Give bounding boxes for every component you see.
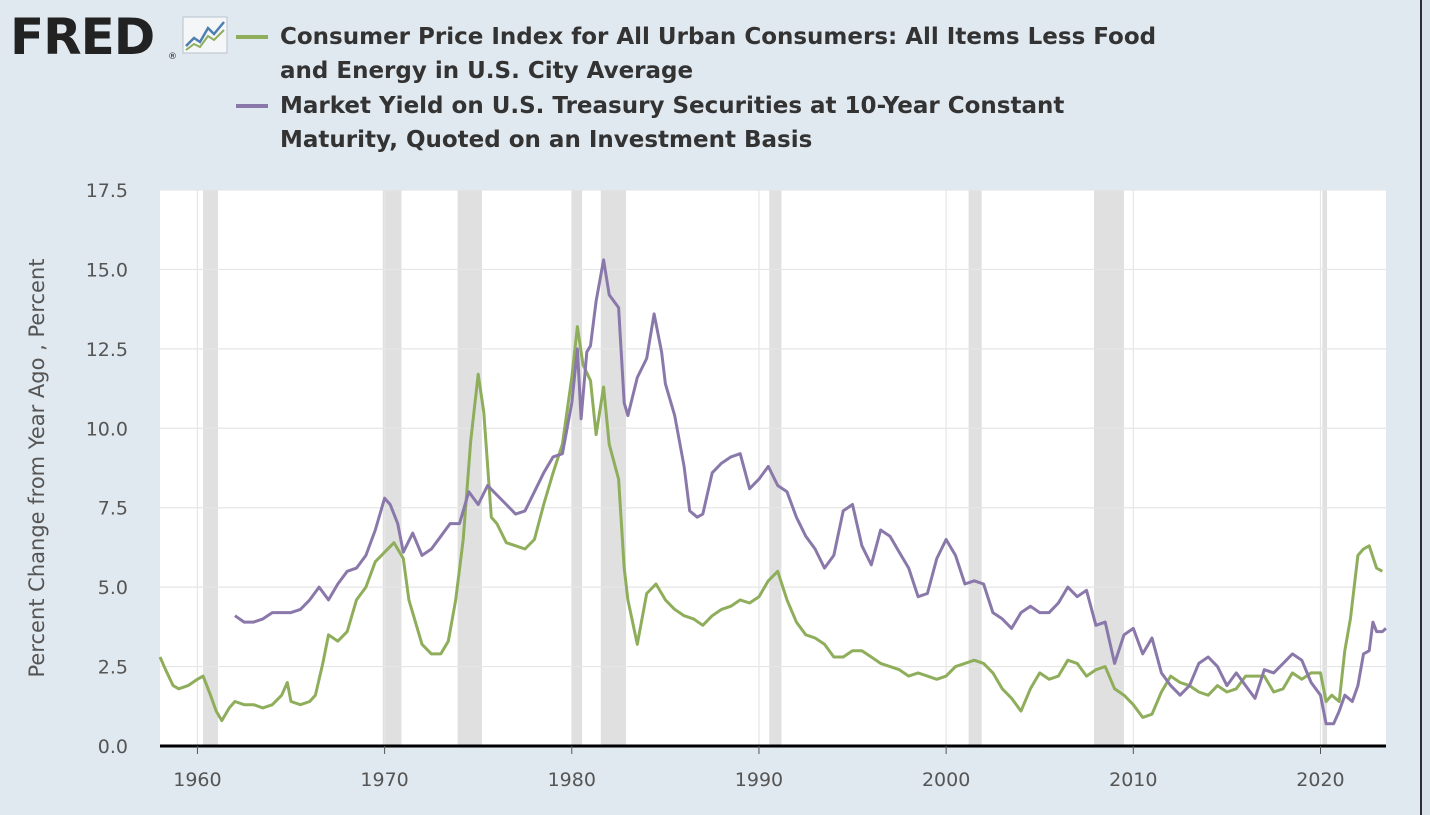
- legend-item-10y-yield[interactable]: Market Yield on U.S. Treasury Securities…: [236, 89, 1180, 157]
- legend-item-core-cpi[interactable]: Consumer Price Index for All Urban Consu…: [236, 20, 1180, 88]
- chart-legend: Consumer Price Index for All Urban Consu…: [236, 20, 1180, 158]
- registered-mark: ®: [168, 52, 177, 62]
- fred-graph-icon: [182, 16, 228, 58]
- x-tick-label-5: 2010: [1109, 769, 1157, 791]
- legend-swatch-core-cpi: [236, 35, 268, 39]
- recession-band-8: [1322, 190, 1328, 746]
- y-tick-label-5: 12.5: [86, 339, 128, 361]
- recession-band-5: [769, 190, 782, 746]
- x-tick-labels: 1960 1970 1980 1990 2000 2010 2020: [173, 746, 1345, 791]
- recession-bands: [203, 190, 1328, 746]
- x-tick-label-0: 1960: [173, 769, 221, 791]
- legend-label-10y-yield: Market Yield on U.S. Treasury Securities…: [280, 93, 1065, 153]
- fred-logo[interactable]: FRED ®: [10, 8, 228, 66]
- recession-band-1: [382, 190, 402, 746]
- y-axis-title: Percent Change from Year Ago , Percent: [25, 258, 49, 677]
- window-edge: [1420, 0, 1430, 815]
- y-tick-labels: 0.0 2.5 5.0 7.5 10.0 12.5 15.0 17.5: [86, 180, 128, 758]
- x-tick-label-2: 1980: [548, 769, 596, 791]
- series-line-1: [234, 258, 1387, 726]
- x-tick-label-3: 1990: [735, 769, 783, 791]
- y-tick-label-2: 5.0: [98, 577, 128, 599]
- y-tick-label-4: 10.0: [86, 418, 128, 440]
- x-tick-label-1: 1970: [360, 769, 408, 791]
- x-tick-label-4: 2000: [922, 769, 970, 791]
- y-tick-label-1: 2.5: [98, 657, 128, 679]
- series-lines: [158, 258, 1387, 726]
- recession-band-0: [203, 190, 219, 746]
- fred-logo-text: FRED: [10, 8, 155, 66]
- recession-band-7: [1094, 190, 1124, 746]
- y-tick-label-7: 17.5: [86, 180, 128, 202]
- y-tick-label-3: 7.5: [98, 498, 128, 520]
- recession-band-3: [571, 190, 583, 746]
- recession-band-6: [968, 190, 982, 746]
- y-tick-label-0: 0.0: [98, 736, 128, 758]
- x-tick-label-6: 2020: [1296, 769, 1344, 791]
- legend-swatch-10y-yield: [236, 104, 268, 108]
- y-tick-label-6: 15.0: [86, 259, 128, 281]
- legend-label-core-cpi: Consumer Price Index for All Urban Consu…: [280, 24, 1157, 84]
- recession-band-4: [600, 190, 627, 746]
